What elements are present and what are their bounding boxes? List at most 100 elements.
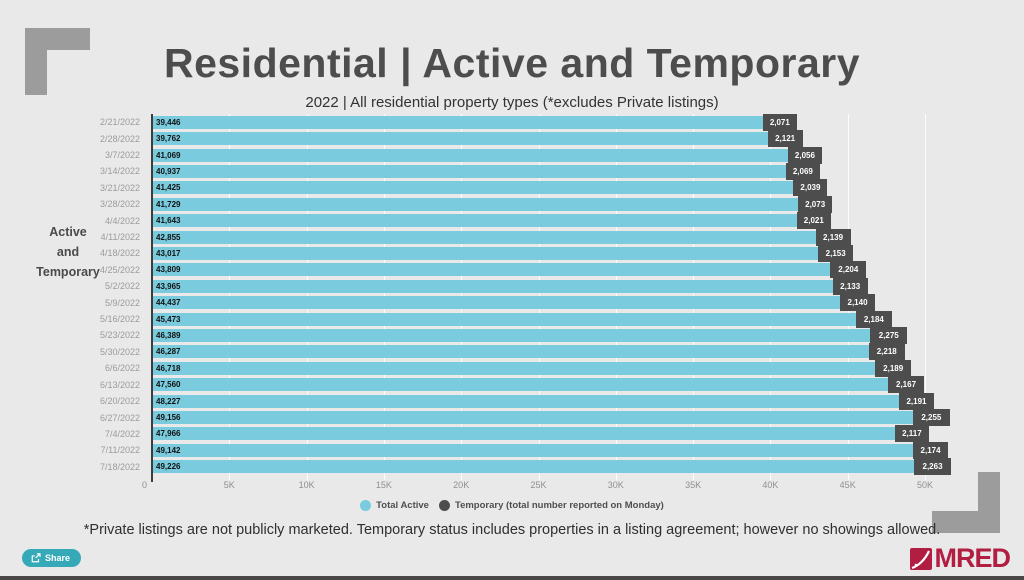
date-label: 2/21/2022 [99,117,140,128]
total-active-value: 47,966 [156,429,181,439]
temporary-bar[interactable]: 2,218 [868,343,905,361]
total-active-bar[interactable]: 41,069 [153,148,788,162]
share-button[interactable]: Share [22,549,82,567]
x-axis-tick: 30K [607,480,624,490]
temporary-value: 2,275 [878,330,899,340]
temporary-value: 2,121 [775,134,796,144]
total-active-value: 40,937 [156,166,181,176]
temporary-value: 2,263 [922,462,943,472]
total-active-bar[interactable]: 44,437 [153,296,840,310]
total-active-bar[interactable]: 41,729 [153,197,799,211]
total-active-bar[interactable]: 43,017 [153,246,819,260]
chart-legend: Total Active Temporary (total number rep… [0,500,1024,511]
temporary-bar[interactable]: 2,073 [798,195,833,213]
temporary-bar[interactable]: 2,204 [830,261,867,279]
total-active-bar[interactable]: 40,937 [153,164,786,178]
x-axis-tick: 5K [223,480,235,490]
page-title: Residential | Active and Temporary [163,40,861,86]
temporary-bar[interactable]: 2,133 [832,277,868,295]
temporary-bar[interactable]: 2,117 [894,425,930,443]
temporary-bar[interactable]: 2,167 [888,376,924,394]
mred-logo-icon [909,547,932,570]
temporary-bar[interactable]: 2,121 [767,130,803,148]
temporary-bar[interactable]: 2,071 [762,113,797,131]
temporary-value: 2,255 [921,413,942,423]
temporary-bar[interactable]: 2,056 [787,146,822,164]
temporary-value: 2,191 [906,396,927,406]
temporary-bar[interactable]: 2,140 [839,294,876,312]
total-active-value: 49,226 [156,462,181,472]
total-active-value: 42,855 [156,232,181,242]
mred-logo-text: MRED [934,543,1011,573]
date-label: 3/7/2022 [104,150,140,161]
corner-decoration-top-left [25,28,90,95]
total-active-bar[interactable]: 46,287 [153,345,869,359]
y-axis-label-line: Temporary [36,265,100,279]
temporary-bar[interactable]: 2,189 [875,359,912,377]
bar-row: 7/4/2022 47,966 2,117 [0,425,1024,443]
temporary-bar[interactable]: 2,263 [914,458,952,476]
total-active-bar[interactable]: 39,762 [153,132,768,146]
total-active-value: 43,965 [156,281,181,291]
temporary-bar[interactable]: 2,039 [793,179,828,197]
total-active-value: 43,809 [156,265,181,275]
bar-row: 2/21/2022 39,446 2,071 [0,113,1024,131]
temporary-bar[interactable]: 2,069 [785,162,820,180]
total-active-value: 41,729 [156,199,181,209]
total-active-value: 41,425 [156,183,181,193]
total-active-bar[interactable]: 49,226 [153,460,915,474]
total-active-bar[interactable]: 41,643 [153,214,797,228]
temporary-value: 2,140 [847,298,868,308]
temporary-value: 2,139 [823,232,844,242]
footnote: *Private listings are not publicly marke… [83,522,941,538]
corner-decoration-bottom-right [932,472,1000,533]
y-axis-label-line: and [56,245,80,259]
temporary-value: 2,039 [800,183,821,193]
y-axis-group-label: Active and Temporary [18,222,118,282]
legend-item-temporary[interactable]: Temporary (total number reported on Mond… [438,500,664,511]
legend-label: Total Active [376,500,429,511]
bar-row: 4/11/2022 42,855 2,139 [0,228,1024,246]
date-label: 3/21/2022 [99,182,140,193]
temporary-value: 2,117 [902,429,922,439]
total-active-value: 47,560 [156,380,181,390]
page-subtitle: 2022 | All residential property types (*… [305,94,719,111]
share-icon [31,553,41,563]
total-active-bar[interactable]: 45,473 [153,312,856,326]
temporary-bar[interactable]: 2,174 [912,441,949,459]
temporary-bar[interactable]: 2,021 [796,212,831,230]
total-active-bar[interactable]: 47,560 [153,378,889,392]
total-active-bar[interactable]: 41,425 [153,181,794,195]
temporary-bar[interactable]: 2,275 [870,326,908,344]
temporary-bar[interactable]: 2,184 [856,310,892,328]
x-axis-zero-line [151,114,153,482]
x-axis-tick: 10K [298,480,315,490]
total-active-value: 39,762 [156,134,181,144]
total-active-value: 46,389 [156,330,181,340]
temporary-bar[interactable]: 2,153 [818,244,854,262]
date-label: 4/25/2022 [99,264,140,275]
temporary-bar[interactable]: 2,191 [898,392,935,410]
total-active-bar[interactable]: 48,227 [153,394,899,408]
total-active-bar[interactable]: 42,855 [153,230,816,244]
date-label: 4/4/2022 [104,215,140,226]
bar-row: 4/18/2022 43,017 2,153 [0,244,1024,262]
total-active-bar[interactable]: 46,718 [153,361,876,375]
total-active-value: 39,446 [156,117,181,127]
total-active-value: 48,227 [156,396,181,406]
y-axis-label-line: Active [49,225,87,239]
total-active-bar[interactable]: 49,142 [153,443,913,457]
x-axis-tick-labels: 0 5K 10K 15K 20K 25K 30K 35K 40K 45K 50K [0,480,1024,494]
total-active-bar[interactable]: 49,156 [153,411,913,425]
date-label: 5/9/2022 [104,297,140,308]
x-axis-tick: 25K [530,480,547,490]
temporary-bar[interactable]: 2,255 [912,409,950,427]
legend-item-total-active[interactable]: Total Active [360,500,429,511]
temporary-dot-icon [438,500,450,511]
total-active-bar[interactable]: 43,965 [153,279,833,293]
total-active-bar[interactable]: 39,446 [153,115,763,129]
temporary-bar[interactable]: 2,139 [815,228,851,246]
total-active-bar[interactable]: 46,389 [153,328,871,342]
total-active-bar[interactable]: 47,966 [153,427,895,441]
total-active-bar[interactable]: 43,809 [153,263,831,277]
